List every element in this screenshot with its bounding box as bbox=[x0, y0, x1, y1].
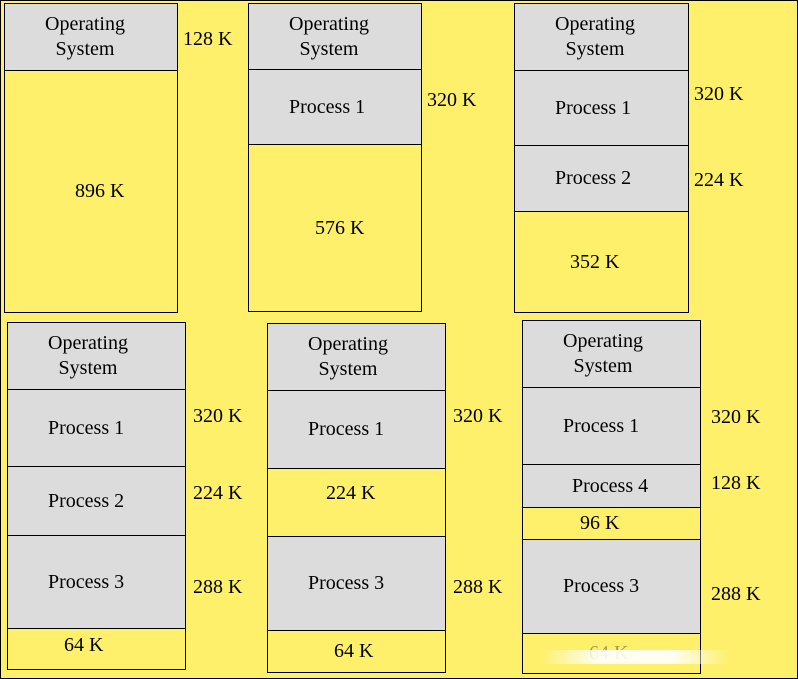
process-label: Process 1 bbox=[289, 95, 366, 118]
memory-column-4: Operating System Process 1 Process 2 Pro… bbox=[7, 322, 186, 670]
process-block: Process 3 bbox=[268, 537, 445, 631]
size-label: 320 K bbox=[694, 83, 744, 105]
os-label: Operating System bbox=[563, 330, 643, 377]
process-block: Process 2 bbox=[515, 146, 688, 212]
size-label: 320 K bbox=[193, 405, 243, 427]
free-size-label: 64 K bbox=[64, 633, 104, 656]
process-label: Process 3 bbox=[563, 575, 640, 597]
os-label: Operating System bbox=[45, 13, 125, 60]
process-label: Process 2 bbox=[555, 167, 632, 189]
process-block: Process 1 bbox=[268, 391, 445, 469]
free-size-label: 576 K bbox=[315, 216, 365, 239]
process-block: Process 2 bbox=[8, 467, 185, 536]
os-label: Operating System bbox=[48, 332, 128, 379]
free-memory-block: 224 K bbox=[268, 469, 445, 537]
process-label: Process 1 bbox=[555, 96, 632, 119]
process-block: Process 1 bbox=[8, 390, 185, 467]
process-label: Process 3 bbox=[48, 570, 125, 593]
free-size-label: 96 K bbox=[580, 512, 620, 534]
size-label: 288 K bbox=[453, 576, 503, 598]
free-size-label: 896 K bbox=[75, 180, 125, 202]
process-label: Process 3 bbox=[308, 572, 385, 594]
process-block: Process 3 bbox=[8, 536, 185, 629]
process-block: Process 3 bbox=[523, 540, 700, 634]
free-size-label: 352 K bbox=[570, 250, 620, 273]
free-memory-block: 64 K bbox=[268, 631, 445, 672]
operating-system-block: Operating System bbox=[249, 4, 421, 70]
free-size-label: 64 K bbox=[334, 640, 374, 662]
free-memory-block: 352 K bbox=[515, 212, 688, 312]
free-memory-block: 64 K bbox=[8, 629, 185, 669]
size-label: 320 K bbox=[453, 405, 503, 427]
os-label: Operating System bbox=[555, 13, 635, 60]
process-label: Process 1 bbox=[308, 418, 385, 440]
operating-system-block: Operating System bbox=[8, 323, 185, 390]
memory-column-5: Operating System Process 1 224 K Process… bbox=[267, 323, 446, 673]
size-label: 320 K bbox=[711, 406, 761, 428]
memory-column-3: Operating System Process 1 Process 2 352… bbox=[514, 3, 689, 313]
size-label: 224 K bbox=[694, 169, 744, 191]
memory-column-6: Operating System Process 1 Process 4 96 … bbox=[522, 320, 701, 674]
os-label: Operating System bbox=[308, 333, 388, 380]
process-label: Process 1 bbox=[48, 416, 125, 439]
size-label: 128 K bbox=[711, 472, 761, 494]
operating-system-block: Operating System bbox=[268, 324, 445, 391]
operating-system-block: Operating System bbox=[5, 4, 177, 71]
process-block: Process 1 bbox=[515, 71, 688, 146]
memory-column-1: Operating System 896 K bbox=[4, 3, 178, 313]
process-block: Process 1 bbox=[249, 70, 421, 145]
free-memory-block: 96 K bbox=[523, 508, 700, 540]
free-memory-block: 896 K bbox=[5, 71, 177, 312]
process-label: Process 1 bbox=[563, 414, 640, 437]
process-label: Process 2 bbox=[48, 489, 125, 512]
process-block: Process 4 bbox=[523, 465, 700, 508]
process-label: Process 4 bbox=[572, 474, 649, 497]
process-block: Process 1 bbox=[523, 388, 700, 465]
size-label: 288 K bbox=[193, 576, 243, 598]
size-label: 224 K bbox=[193, 482, 243, 504]
memory-column-2: Operating System Process 1 576 K bbox=[248, 3, 422, 312]
os-label: Operating System bbox=[289, 12, 369, 60]
free-size-label: 224 K bbox=[326, 482, 376, 504]
operating-system-block: Operating System bbox=[523, 321, 700, 388]
operating-system-block: Operating System bbox=[515, 4, 688, 71]
size-label: 320 K bbox=[427, 89, 477, 111]
free-memory-block: 576 K bbox=[249, 145, 421, 311]
size-label: 288 K bbox=[711, 583, 761, 605]
size-label: 128 K bbox=[183, 28, 233, 50]
watermark-smudge bbox=[540, 650, 730, 664]
